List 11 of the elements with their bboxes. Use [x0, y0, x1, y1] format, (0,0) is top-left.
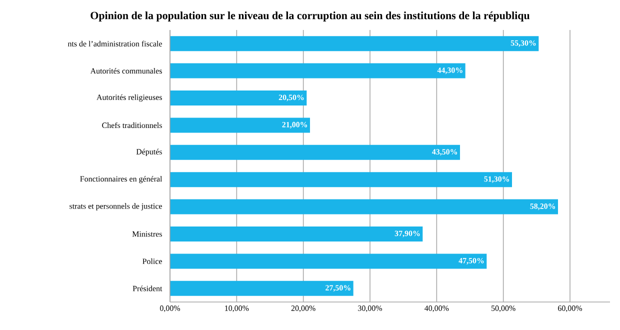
chart-title: Opinion de la population sur le niveau de la corruption au sein des institutions de la républiqu [90, 12, 530, 22]
bar [170, 226, 423, 242]
bar [170, 63, 466, 78]
bar [170, 144, 460, 160]
bar [170, 36, 539, 52]
bar [170, 90, 307, 106]
bar [170, 172, 512, 188]
bar [170, 118, 310, 133]
bar [170, 280, 354, 296]
bar [170, 254, 487, 269]
bar [170, 199, 558, 214]
